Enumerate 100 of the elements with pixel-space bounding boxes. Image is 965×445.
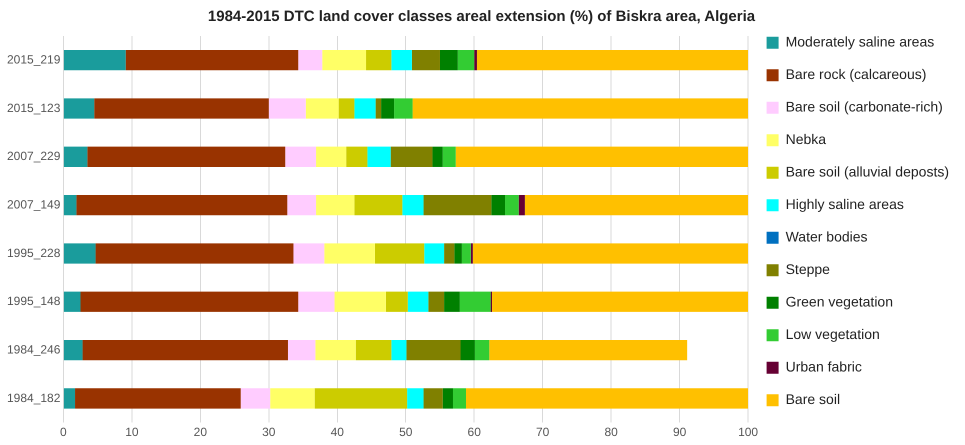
legend-label: Nebka [786,131,826,148]
bar [386,292,408,312]
legend-label: Moderately saline areas [786,34,934,50]
bar [474,50,477,70]
bar [444,243,454,264]
bar [505,194,519,216]
bar [306,98,339,119]
bar [64,194,76,216]
bar [376,98,382,119]
bar [492,292,748,312]
bar [454,243,462,264]
x-tick-label: 90 [672,425,687,440]
bar [354,98,376,119]
chart-title: 1984-2015 DTC land cover classes areal extension (%) of Biskra area, Algeria [208,8,756,26]
y-tick-label: 2007_149 [7,197,61,212]
bar [456,146,748,167]
bar [334,292,386,312]
bar [96,243,294,264]
x-tick-label: 100 [738,425,758,440]
bar [440,50,458,70]
bar [474,340,490,360]
bar [240,388,270,409]
bar [452,388,466,409]
bar [458,50,474,70]
bar [316,146,346,167]
bar [424,194,492,216]
bar [424,388,443,409]
y-tick-label: 1984_246 [7,342,61,356]
legend-label: Urban fabric [786,358,862,375]
bar [293,243,324,264]
bar [64,50,126,70]
bar [491,194,506,216]
y-tick-label: 2015_123 [7,100,61,115]
bar [391,50,412,70]
x-tick-label: 20 [194,425,208,440]
bar [391,340,406,360]
bar [76,194,288,216]
x-tick-label: 80 [604,425,618,440]
bar [287,194,316,216]
bar [346,146,368,167]
bar [472,243,748,264]
x-tick-label: 60 [468,425,482,440]
legend-label: Bare rock (calcareous) [786,66,926,82]
bar [356,340,392,360]
bar [354,194,402,216]
bar [402,194,424,216]
bar [374,243,424,264]
x-tick-label: 0 [60,425,68,440]
bar [94,98,269,119]
bar [407,388,424,409]
bar [394,98,413,119]
bar [324,243,375,264]
bar [424,243,444,264]
bar [489,340,688,360]
legend-label: Highly saline areas [786,196,904,212]
y-tick-label: 1984_182 [7,390,61,405]
legend-label: Bare soil (alluvial deposts) [786,164,949,180]
bar [82,340,288,360]
bar [64,292,81,312]
bar [316,194,354,216]
bar [466,388,748,409]
bar [80,292,298,312]
legend-label: Bare soil (carbonate-rich) [786,98,943,115]
bar [338,98,354,119]
bar [285,146,316,167]
y-tick-label: 1995_228 [7,246,61,260]
bar [64,243,96,264]
bar [408,292,428,312]
bar [366,50,392,70]
legend-label: Water bodies [786,228,868,245]
bar [444,292,460,312]
x-tick-label: 30 [262,425,276,440]
bar [412,50,440,70]
bar [64,98,94,119]
bar [298,292,335,312]
y-tick-label: 2007_229 [7,149,61,164]
bar [432,146,443,167]
bar [460,340,475,360]
bar [87,146,286,167]
bar [428,292,444,312]
bar [322,50,366,70]
bar [64,340,83,360]
bar [518,194,525,216]
bar [367,146,391,167]
bar [390,146,432,167]
bar [412,98,748,119]
bar [64,388,76,409]
legend-label: Green vegetation [786,294,893,310]
legend-label: Steppe [786,261,830,278]
bar [442,388,453,409]
bar [298,50,322,70]
bar [524,194,748,216]
bar [442,146,456,167]
y-tick-label: 2015_219 [7,52,61,66]
x-tick-label: 50 [399,425,413,440]
legend-label: Bare soil [786,391,840,408]
x-tick-label: 40 [330,425,344,440]
bar [64,146,88,167]
legend-label: Low vegetation [786,326,880,342]
bar [315,340,356,360]
